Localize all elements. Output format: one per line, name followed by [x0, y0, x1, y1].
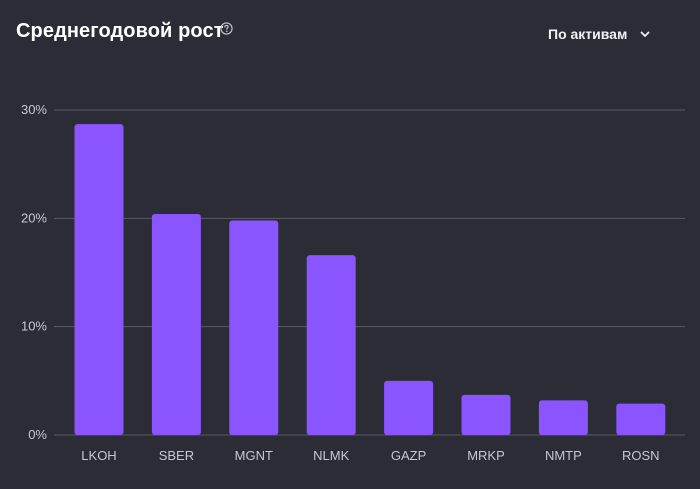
view-mode-dropdown[interactable]: По активам: [548, 20, 651, 48]
bar-lkoh[interactable]: [74, 124, 124, 435]
y-axis-tick-labels: 0% 10% 20% 30%: [21, 102, 47, 442]
bar-nmtp[interactable]: [538, 400, 588, 435]
chart-header: Среднегодовой рост По активам: [0, 0, 700, 70]
x-tick-label: MRKP: [467, 448, 505, 463]
bar-mrkp[interactable]: [461, 394, 511, 435]
x-tick-label: SBER: [159, 448, 194, 463]
x-tick-label: MGNT: [235, 448, 273, 463]
bar-gazp[interactable]: [384, 380, 434, 435]
bar-rosn[interactable]: [616, 403, 666, 435]
dropdown-label: По активам: [548, 26, 628, 42]
bar-mgnt[interactable]: [229, 220, 279, 436]
y-tick-label: 10%: [21, 319, 47, 334]
bar-nlmk[interactable]: [306, 255, 356, 435]
bar-sber[interactable]: [151, 214, 201, 435]
y-tick-label: 0%: [28, 427, 47, 442]
grid-lines: [54, 109, 685, 436]
x-tick-label: ROSN: [622, 448, 660, 463]
x-axis-tick-labels: LKOH SBER MGNT NLMK GAZP MRKP NMTP ROSN: [81, 448, 659, 463]
x-tick-label: NLMK: [313, 448, 349, 463]
x-tick-label: LKOH: [81, 448, 116, 463]
chevron-down-icon: [640, 31, 650, 37]
x-tick-label: NMTP: [545, 448, 582, 463]
bars: [74, 124, 666, 436]
chart-title: Среднегодовой рост: [16, 20, 224, 42]
y-tick-label: 20%: [21, 210, 47, 225]
y-tick-label: 30%: [21, 102, 47, 117]
question-circle-icon[interactable]: [220, 22, 233, 35]
x-tick-label: GAZP: [391, 448, 426, 463]
